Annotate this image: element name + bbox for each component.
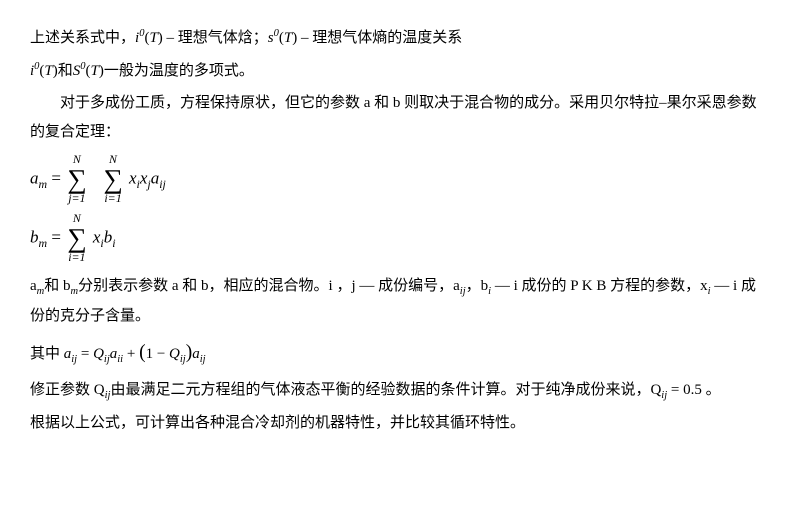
paragraph-conclusion: 根据以上公式，可计算出各种混合冷却剂的机器特性，并比较其循环特性。 (30, 409, 760, 438)
math-s0T: s0(T) (268, 30, 297, 46)
math-i0T: i0(T) (135, 30, 163, 46)
math-S0T: S0(T) (73, 63, 104, 79)
formula-aij: 其中 aij = Qijaii + (1 − Qij)aij (30, 334, 760, 371)
text: — i 成份的 P K B 方程的参数，x (491, 278, 708, 294)
text: 一般为温度的多项式。 (104, 63, 254, 79)
text: – 理想气体焓； (163, 30, 268, 46)
text: 由最满足二元方程组的气体液态平衡的经验数据的条件计算。对于纯净成份来说，Q (110, 382, 661, 398)
paragraph-params: am和 bm分别表示参数 a 和 b，相应的混合物。i ，j — 成份编号，ai… (30, 272, 760, 330)
formula-am: am = N ∑ j=1 N ∑ i=1 xixjaij (30, 154, 760, 205)
paragraph-intro: 对于多成份工质，方程保持原状，但它的参数 a 和 b 则取决于混合物的成分。采用… (30, 89, 760, 146)
sum-symbol: N ∑ i=1 (103, 154, 122, 205)
sum-symbol: N ∑ j=1 (67, 154, 86, 205)
text-line-1: 上述关系式中，i0(T) – 理想气体焓；s0(T) – 理想气体熵的温度关系 (30, 24, 760, 53)
text: = 0.5 。 (667, 382, 720, 398)
text-line-2: i0(T)和S0(T)一般为温度的多项式。 (30, 57, 760, 86)
formula-bm: bm = N ∑ i=1 xibi (30, 213, 760, 264)
text: 分别表示参数 a 和 b，相应的混合物。i ，j — 成份编号，a (78, 278, 460, 294)
text: 其中 (30, 346, 64, 362)
text: 和 b (44, 278, 70, 294)
math-i0T: i0(T) (30, 63, 58, 79)
text: a (30, 278, 37, 294)
text: ，b (466, 278, 489, 294)
paragraph-qij: 修正参数 Qij由最满足二元方程组的气体液态平衡的经验数据的条件计算。对于纯净成… (30, 376, 760, 406)
sum-symbol: N ∑ i=1 (67, 213, 86, 264)
text: – 理想气体熵的温度关系 (297, 30, 462, 46)
text: 上述关系式中， (30, 30, 135, 46)
text: 修正参数 Q (30, 382, 105, 398)
text: 和 (58, 63, 73, 79)
